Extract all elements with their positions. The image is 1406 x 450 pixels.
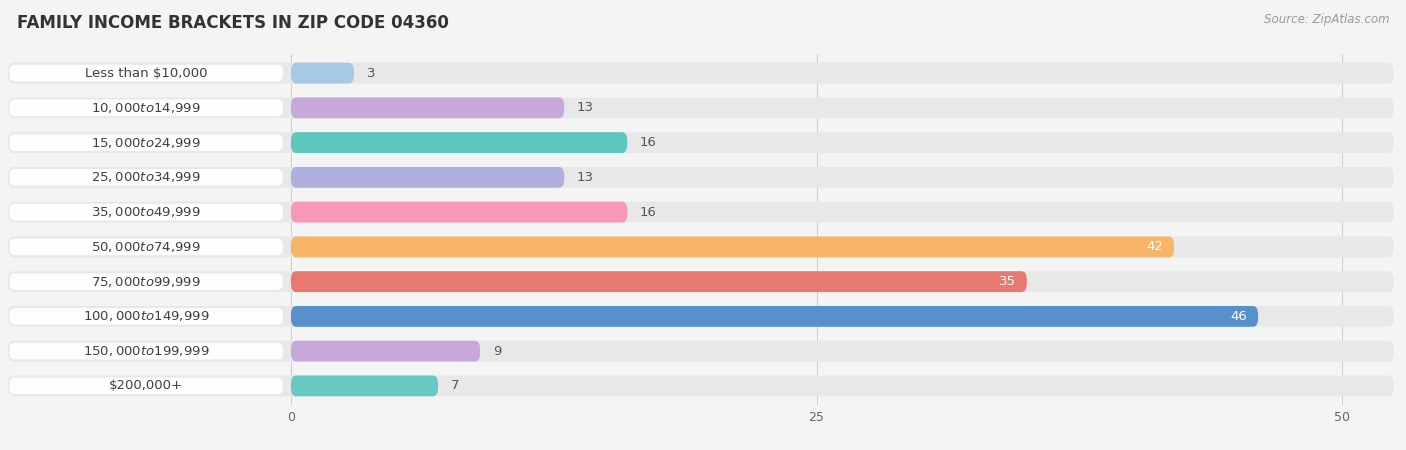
Text: Less than $10,000: Less than $10,000 <box>84 67 208 80</box>
FancyBboxPatch shape <box>10 204 283 220</box>
Text: 9: 9 <box>492 345 501 358</box>
FancyBboxPatch shape <box>10 343 283 360</box>
Text: 35: 35 <box>1000 275 1017 288</box>
FancyBboxPatch shape <box>8 375 1393 396</box>
FancyBboxPatch shape <box>291 236 1174 257</box>
FancyBboxPatch shape <box>10 238 283 255</box>
Text: 42: 42 <box>1146 240 1164 253</box>
Text: $50,000 to $74,999: $50,000 to $74,999 <box>91 240 201 254</box>
FancyBboxPatch shape <box>10 378 283 394</box>
FancyBboxPatch shape <box>8 271 1393 292</box>
FancyBboxPatch shape <box>8 132 1393 153</box>
FancyBboxPatch shape <box>291 167 564 188</box>
FancyBboxPatch shape <box>10 65 283 81</box>
FancyBboxPatch shape <box>291 306 1258 327</box>
Text: 16: 16 <box>640 206 657 219</box>
Text: FAMILY INCOME BRACKETS IN ZIP CODE 04360: FAMILY INCOME BRACKETS IN ZIP CODE 04360 <box>17 14 449 32</box>
FancyBboxPatch shape <box>8 306 1393 327</box>
FancyBboxPatch shape <box>291 132 627 153</box>
Text: $25,000 to $34,999: $25,000 to $34,999 <box>91 171 201 184</box>
Text: 13: 13 <box>576 101 593 114</box>
Text: Source: ZipAtlas.com: Source: ZipAtlas.com <box>1264 14 1389 27</box>
Text: $100,000 to $149,999: $100,000 to $149,999 <box>83 310 209 324</box>
FancyBboxPatch shape <box>10 273 283 290</box>
Text: $15,000 to $24,999: $15,000 to $24,999 <box>91 135 201 149</box>
FancyBboxPatch shape <box>8 341 1393 361</box>
Text: $75,000 to $99,999: $75,000 to $99,999 <box>91 274 201 288</box>
Text: 3: 3 <box>367 67 375 80</box>
Text: 13: 13 <box>576 171 593 184</box>
Text: $10,000 to $14,999: $10,000 to $14,999 <box>91 101 201 115</box>
FancyBboxPatch shape <box>291 98 564 118</box>
FancyBboxPatch shape <box>291 63 354 84</box>
FancyBboxPatch shape <box>8 63 1393 84</box>
FancyBboxPatch shape <box>291 375 439 396</box>
FancyBboxPatch shape <box>8 236 1393 257</box>
FancyBboxPatch shape <box>10 134 283 151</box>
Text: $200,000+: $200,000+ <box>110 379 183 392</box>
Text: $150,000 to $199,999: $150,000 to $199,999 <box>83 344 209 358</box>
FancyBboxPatch shape <box>291 341 479 361</box>
Text: 7: 7 <box>451 379 460 392</box>
Text: 46: 46 <box>1230 310 1247 323</box>
Text: 16: 16 <box>640 136 657 149</box>
FancyBboxPatch shape <box>10 99 283 116</box>
FancyBboxPatch shape <box>10 169 283 186</box>
FancyBboxPatch shape <box>8 98 1393 118</box>
FancyBboxPatch shape <box>8 202 1393 223</box>
FancyBboxPatch shape <box>8 167 1393 188</box>
Text: $35,000 to $49,999: $35,000 to $49,999 <box>91 205 201 219</box>
FancyBboxPatch shape <box>10 308 283 325</box>
FancyBboxPatch shape <box>291 271 1026 292</box>
FancyBboxPatch shape <box>291 202 627 223</box>
